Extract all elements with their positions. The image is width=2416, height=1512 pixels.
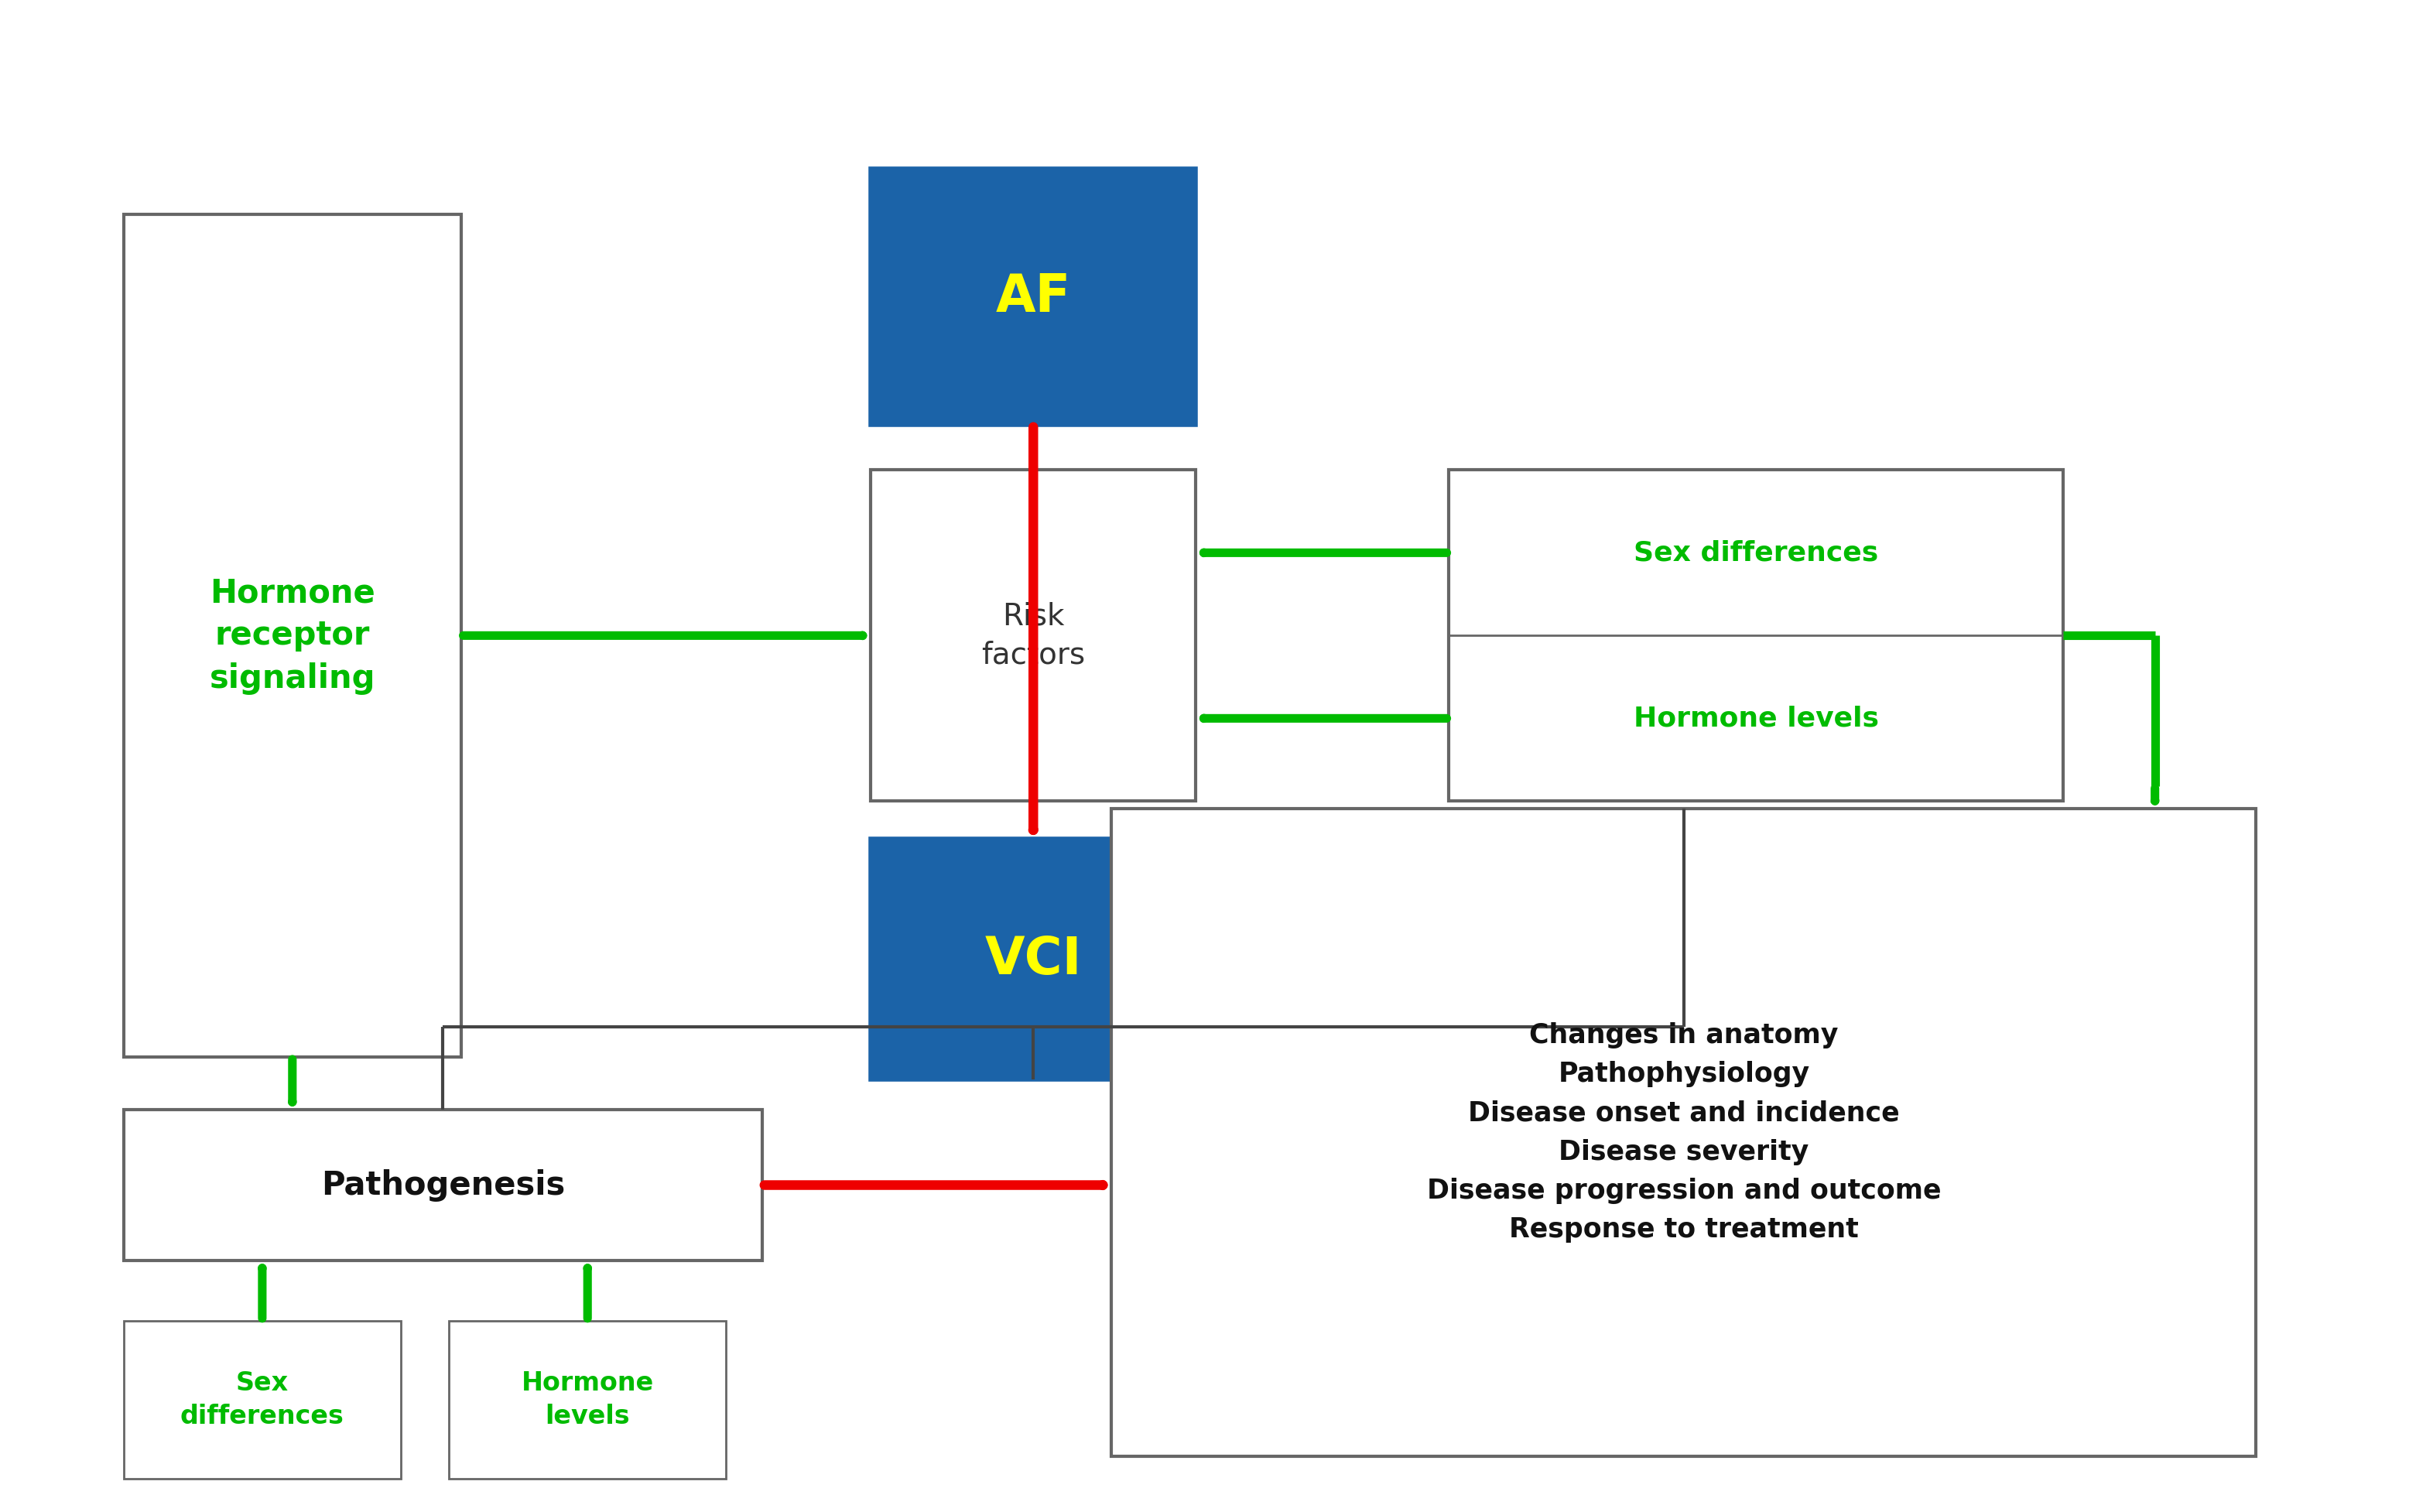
Text: Pathogenesis: Pathogenesis xyxy=(321,1169,565,1202)
Text: Sex
differences: Sex differences xyxy=(181,1370,343,1429)
Bar xyxy=(449,1320,727,1479)
Text: Hormone
levels: Hormone levels xyxy=(522,1370,655,1429)
Bar xyxy=(1450,470,2063,801)
Text: Changes in anatomy
Pathophysiology
Disease onset and incidence
Disease severity
: Changes in anatomy Pathophysiology Disea… xyxy=(1428,1022,1940,1243)
Text: AF: AF xyxy=(995,271,1070,322)
Bar xyxy=(870,839,1196,1080)
Bar xyxy=(1111,809,2257,1456)
Text: Risk
factors: Risk factors xyxy=(981,602,1085,670)
Bar xyxy=(123,215,461,1057)
Text: Hormone levels: Hormone levels xyxy=(1633,705,1880,732)
Text: VCI: VCI xyxy=(986,934,1082,984)
Text: Sex differences: Sex differences xyxy=(1633,540,1880,565)
Bar xyxy=(123,1110,761,1261)
Bar xyxy=(870,169,1196,425)
Text: Hormone
receptor
signaling: Hormone receptor signaling xyxy=(210,576,374,694)
Bar xyxy=(123,1320,401,1479)
Bar xyxy=(870,470,1196,801)
